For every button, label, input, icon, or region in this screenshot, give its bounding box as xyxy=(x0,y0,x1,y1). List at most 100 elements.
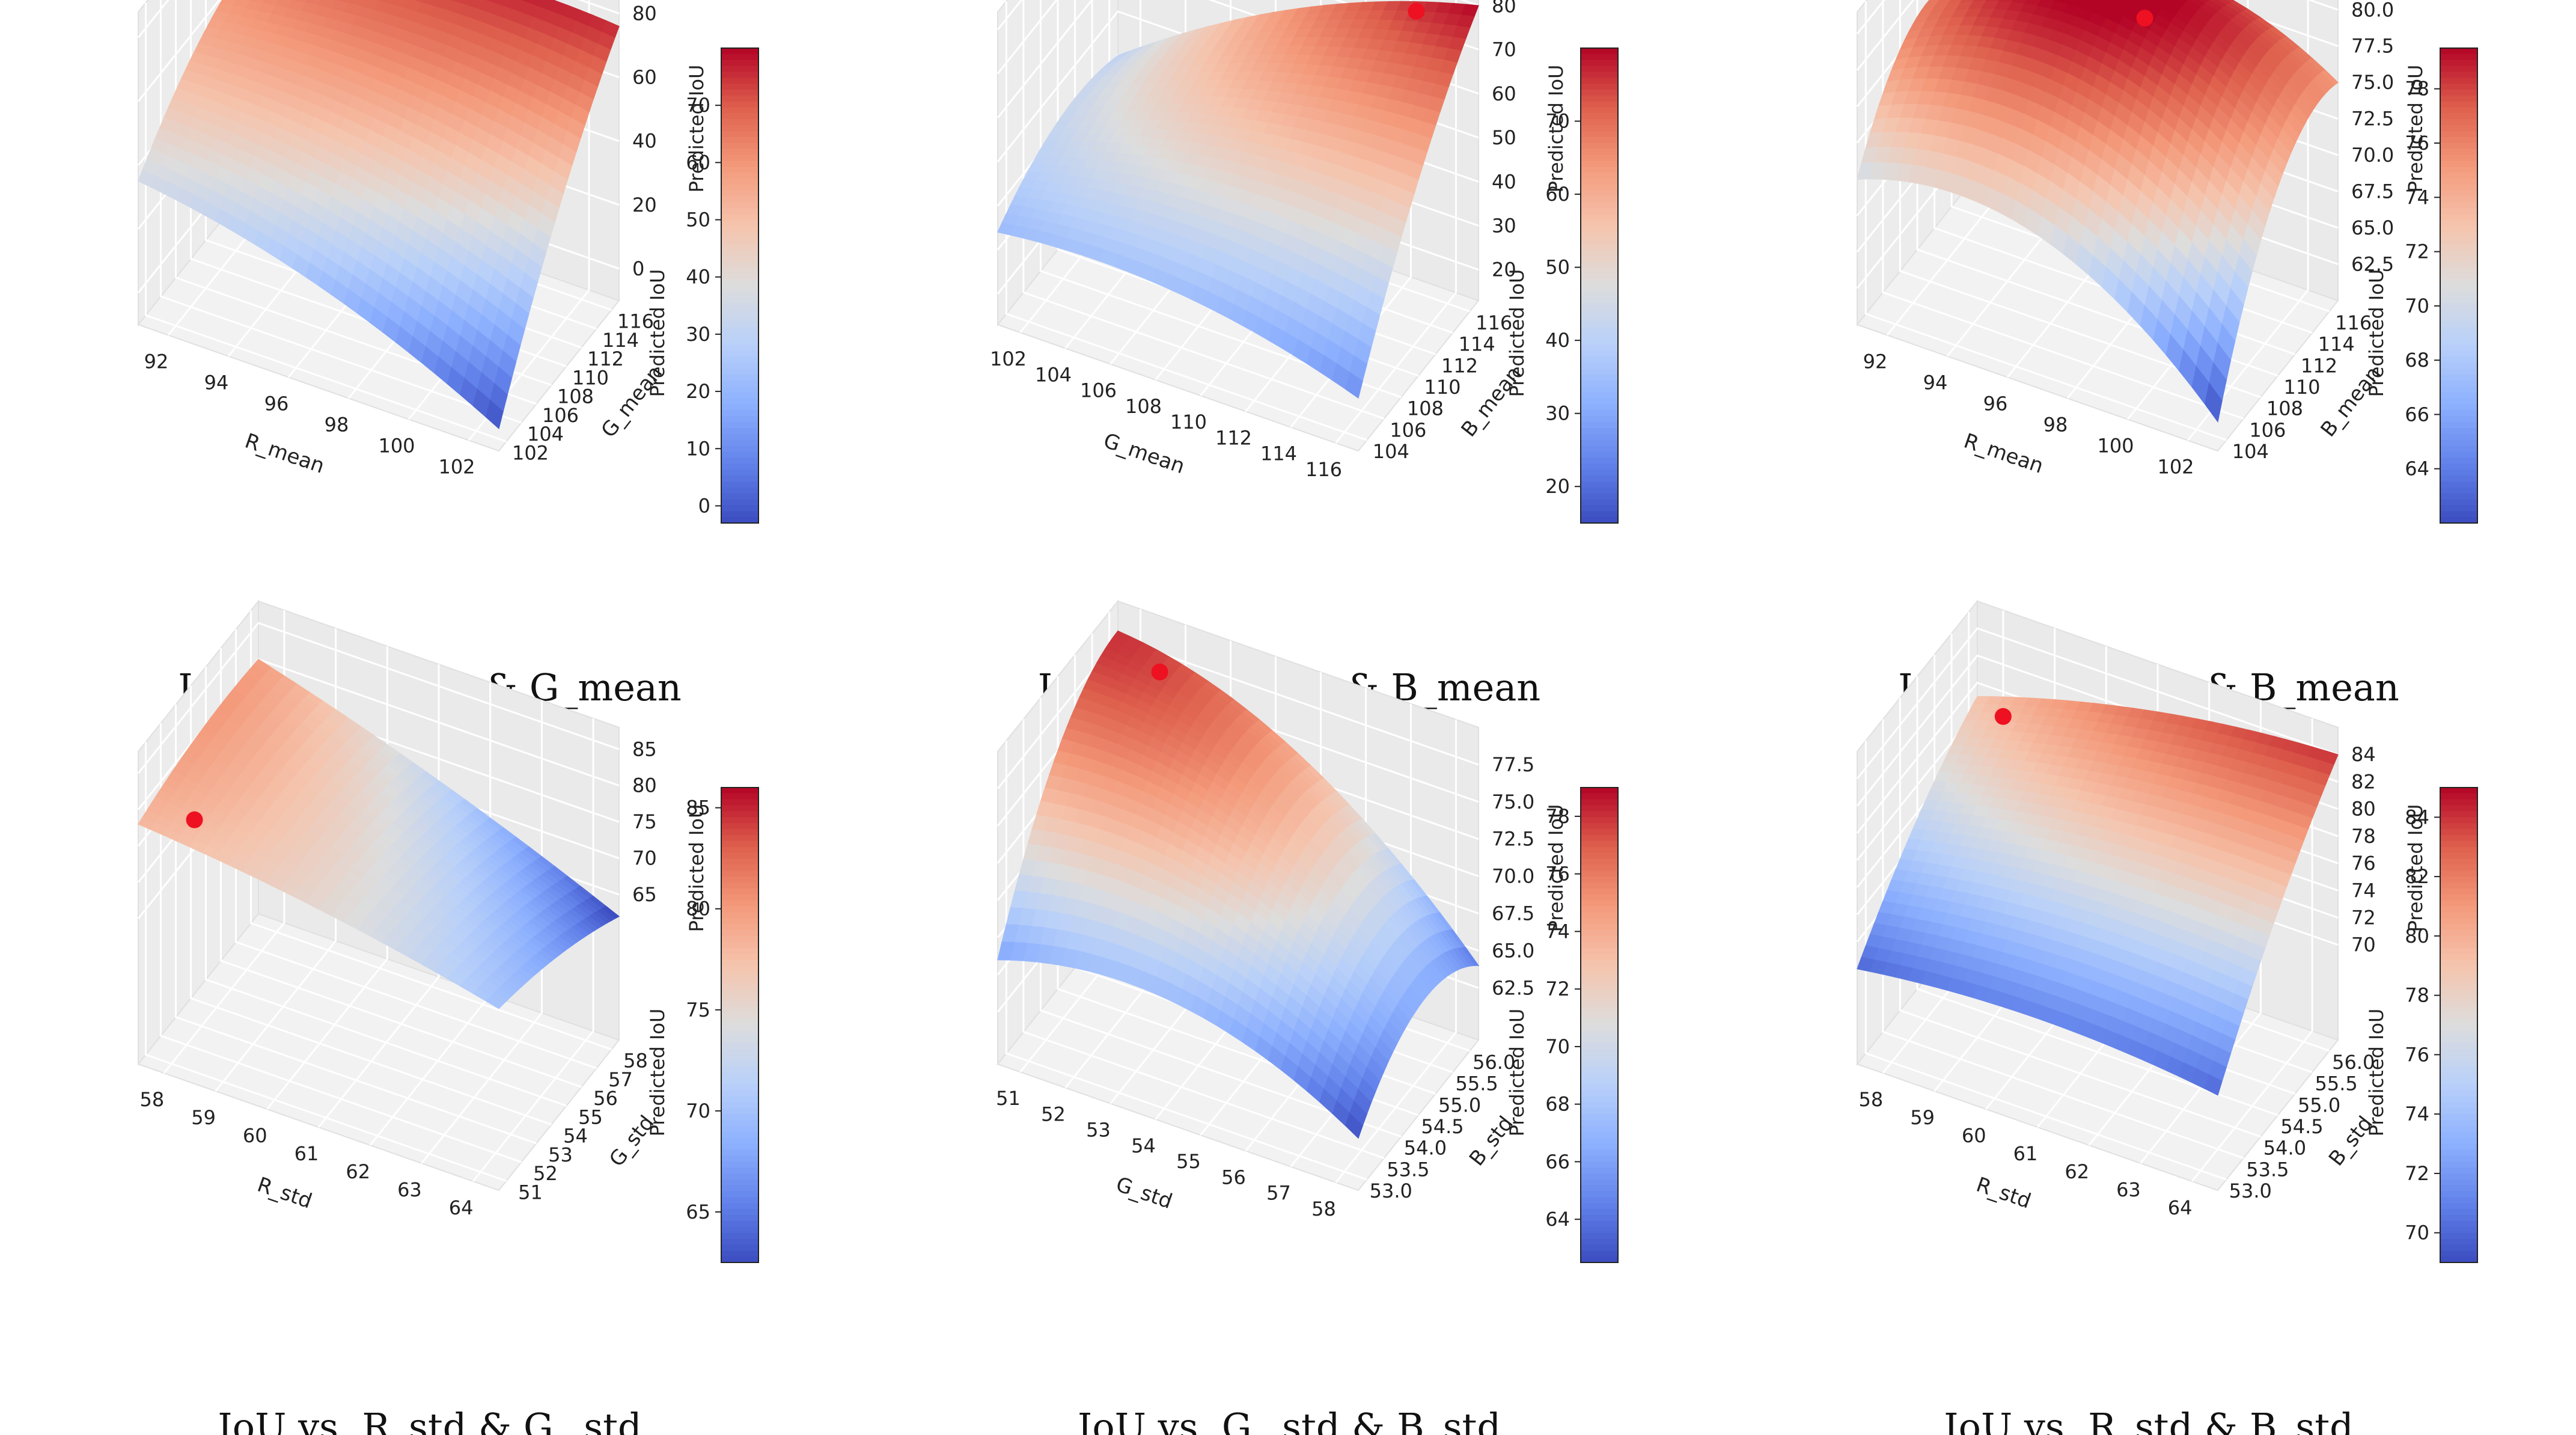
z-tick-label: 85 xyxy=(632,738,657,760)
z-tick-label: 20 xyxy=(1492,259,1516,281)
x-tick-label: 51 xyxy=(996,1087,1021,1110)
y-tick-label: 114 xyxy=(602,329,639,352)
y-tick-label: 53.0 xyxy=(1370,1180,1412,1202)
z-tick-label: 70 xyxy=(1492,38,1516,61)
z-tick-label: 74 xyxy=(2351,879,2376,902)
surface xyxy=(1857,696,2339,1096)
y-tick-label: 51 xyxy=(518,1181,543,1204)
colorbar-tick-label: 65 xyxy=(686,1201,710,1223)
z-tick-label: 70.0 xyxy=(1492,865,1534,888)
x-tick-label: 100 xyxy=(378,435,415,457)
z-tick-label: 65.0 xyxy=(2351,216,2394,239)
colorbar-tick-label: 74 xyxy=(2405,1103,2429,1125)
colorbar-tick-label: 75 xyxy=(686,999,710,1021)
y-tick-label: 112 xyxy=(2301,354,2337,377)
x-axis-label: R_mean xyxy=(1961,429,2046,478)
y-tick-label: 110 xyxy=(1424,376,1460,399)
x-tick-label: 102 xyxy=(2157,456,2194,479)
x-tick-label: 62 xyxy=(2065,1160,2089,1183)
surface xyxy=(138,658,620,1009)
z-axis-label: Predicted IoU xyxy=(685,65,708,193)
colorbar-tick-label: 0 xyxy=(698,494,710,517)
x-tick-label: 61 xyxy=(2013,1142,2038,1165)
colorbar-label: Predicted IoU xyxy=(646,1009,669,1137)
x-tick-label: 92 xyxy=(144,350,169,373)
x-tick-label: 110 xyxy=(1170,411,1207,433)
chart-caption: IoU vs. R_std & G_ std xyxy=(218,1405,641,1435)
x-tick-label: 63 xyxy=(2116,1178,2141,1201)
colorbar-tick-label: 64 xyxy=(2405,457,2429,480)
x-tick-label: 108 xyxy=(1125,395,1162,418)
optimum-marker xyxy=(1151,663,1168,681)
x-tick-label: 94 xyxy=(1923,372,1948,394)
colorbar-tick-label: 66 xyxy=(1545,1150,1570,1173)
x-tick-label: 102 xyxy=(438,456,475,479)
z-tick-label: 80 xyxy=(632,774,657,797)
z-tick-label: 75.0 xyxy=(1492,791,1534,813)
z-tick-label: 60 xyxy=(1492,82,1516,105)
y-tick-label: 108 xyxy=(557,385,594,408)
x-axis-label: R_std xyxy=(254,1173,315,1214)
colorbar-tick-label: 85 xyxy=(686,797,710,819)
x-axis-label: R_std xyxy=(1973,1173,2034,1214)
colorbar-tick-label: 82 xyxy=(2405,865,2429,888)
y-tick-label: 110 xyxy=(572,366,609,389)
y-tick-label: 55.0 xyxy=(2298,1094,2340,1116)
z-tick-label: 80 xyxy=(2351,798,2376,821)
colorbar-tick-label: 20 xyxy=(686,380,710,403)
colorbar-tick-label: 74 xyxy=(1545,920,1570,943)
colorbar-tick-label: 70 xyxy=(686,1100,710,1122)
colorbar-tick-label: 70 xyxy=(1545,1035,1570,1058)
colorbar-tick-label: 78 xyxy=(2405,78,2429,100)
z-tick-label: 30 xyxy=(1492,214,1516,237)
x-tick-label: 64 xyxy=(2168,1196,2193,1219)
colorbar-tick-label: 68 xyxy=(1545,1093,1570,1116)
y-tick-label: 114 xyxy=(2318,333,2355,356)
y-tick-label: 106 xyxy=(542,404,579,427)
y-tick-label: 106 xyxy=(2249,418,2286,441)
z-axis-label: Predicted IoU xyxy=(1545,65,1567,193)
y-tick-label: 54.0 xyxy=(1404,1137,1447,1160)
y-tick-label: 54.0 xyxy=(2263,1137,2306,1160)
x-tick-label: 112 xyxy=(1215,426,1252,449)
x-tick-label: 58 xyxy=(1311,1198,1336,1220)
y-tick-label: 112 xyxy=(1441,354,1478,377)
y-tick-label: 55 xyxy=(578,1106,603,1128)
z-tick-label: 20 xyxy=(632,194,657,216)
chart-3: 92 94 96 98 100 102 R_mean 10410610811011211411… xyxy=(1856,0,2478,709)
y-tick-label: 56.0 xyxy=(2332,1051,2375,1074)
y-tick-label: 108 xyxy=(2266,397,2303,420)
z-tick-label: 70 xyxy=(2351,934,2376,956)
y-tick-label: 52 xyxy=(533,1162,558,1185)
colorbar-tick-label: 78 xyxy=(2405,984,2429,1007)
y-tick-label: 116 xyxy=(617,310,654,333)
x-tick-label: 60 xyxy=(243,1124,267,1147)
y-tick-label: 55.5 xyxy=(1456,1072,1498,1095)
colorbar-tick-label: 10 xyxy=(686,437,710,460)
colorbar-label: Predicted IoU xyxy=(1506,269,1528,397)
z-tick-label: 40 xyxy=(1492,170,1516,193)
x-tick-label: 98 xyxy=(2043,414,2068,436)
y-tick-label: 57 xyxy=(608,1068,633,1091)
y-tick-label: 112 xyxy=(587,347,624,370)
z-tick-label: 60 xyxy=(632,66,657,89)
x-axis: 58 59 60 61 62 63 64 R_std xyxy=(139,1088,473,1219)
x-tick-label: 57 xyxy=(1266,1182,1291,1205)
surface xyxy=(1857,0,2339,423)
y-tick-label: 53 xyxy=(548,1143,573,1166)
colorbar-tick-label: 50 xyxy=(1545,256,1570,279)
colorbar-tick-label: 60 xyxy=(686,151,710,174)
x-axis-label: G_mean xyxy=(1100,429,1188,479)
z-axis-label: Predicted IoU xyxy=(2404,804,2427,932)
y-tick-label: 102 xyxy=(512,441,549,464)
x-axis-label: R_mean xyxy=(242,429,328,478)
x-tick-label: 53 xyxy=(1086,1119,1111,1142)
z-axis: 20 30 40 50 60 70 80 Predicted IoU xyxy=(1492,0,1567,281)
